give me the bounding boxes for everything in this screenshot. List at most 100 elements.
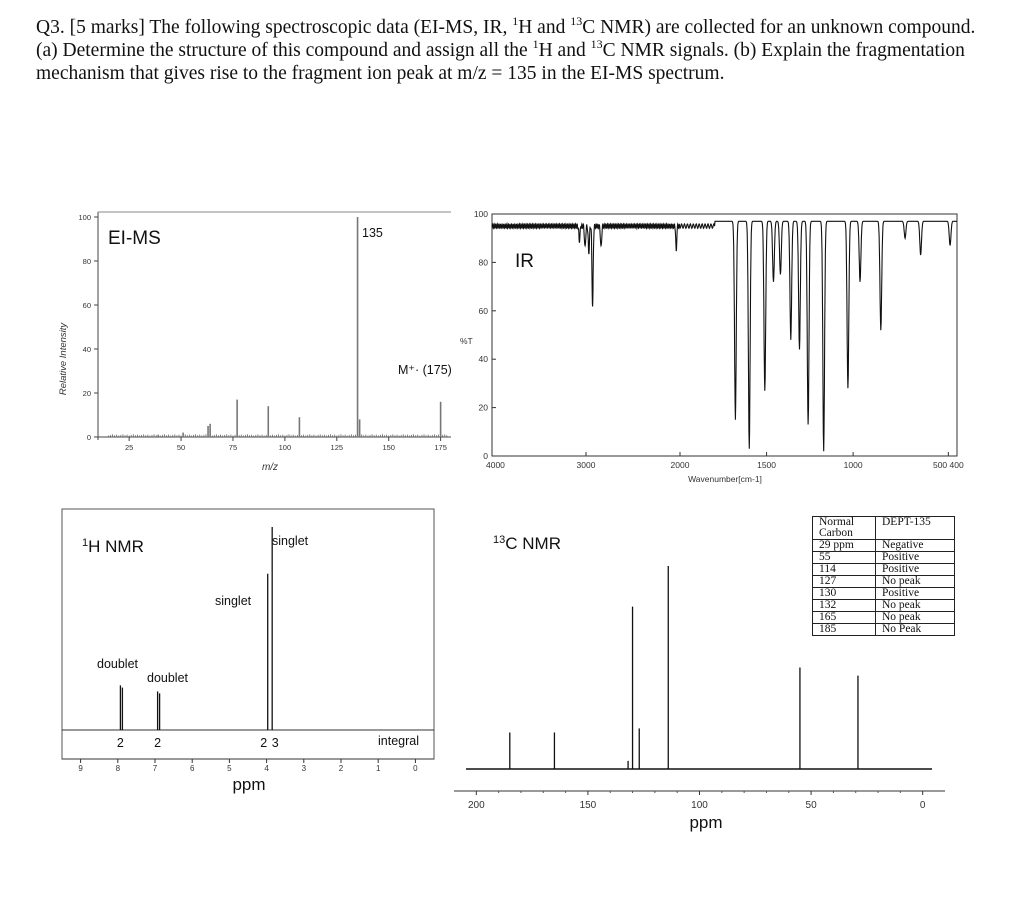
h-nmr-x-tick-label: 2 bbox=[339, 764, 344, 773]
ir-frame bbox=[491, 213, 958, 457]
h-nmr-x-tick-label: 0 bbox=[413, 764, 418, 773]
h-nmr-peak-label: doublet bbox=[147, 671, 189, 685]
dept-cell-result: No peak bbox=[875, 599, 955, 612]
h-nmr-peak-label: singlet bbox=[272, 534, 309, 548]
dept-table-row: 185 No Peak bbox=[812, 623, 955, 636]
ms-x-tick-label: 75 bbox=[229, 443, 237, 452]
h-nmr-x-tick-label: 3 bbox=[302, 764, 307, 773]
ir-xlabel: Wavenumber[cm-1] bbox=[688, 474, 762, 484]
c-nmr-xlabel: ppm bbox=[689, 813, 722, 832]
h-nmr-integral-value: 3 bbox=[272, 736, 279, 750]
ir-ylabel: %T bbox=[460, 336, 473, 346]
dept-table-row: 114 Positive bbox=[812, 563, 955, 576]
dept-cell-carbon: 29 ppm bbox=[812, 539, 876, 552]
dept-cell-carbon: 130 bbox=[812, 587, 876, 600]
h-nmr-xlabel: ppm bbox=[232, 775, 265, 794]
dept-table-row: 29 ppm Negative bbox=[812, 539, 955, 552]
c-nmr-x-tick-label: 50 bbox=[806, 800, 818, 811]
h-nmr-x-tick-label: 4 bbox=[264, 764, 269, 773]
dept-cell-result: No Peak bbox=[875, 623, 955, 636]
ir-x-tick-label: 4000 bbox=[486, 460, 505, 470]
ms-y-tick-label: 20 bbox=[83, 389, 91, 398]
dept-cell-result: Positive bbox=[875, 551, 955, 564]
ms-y-tick-label: 100 bbox=[78, 213, 91, 222]
h-nmr-integral-value: 2 bbox=[117, 736, 124, 750]
dept-cell-result: Negative bbox=[875, 539, 955, 552]
c-nmr-x-tick-label: 200 bbox=[468, 800, 485, 811]
dept-col-normal-carbon: Normal Carbon bbox=[812, 516, 876, 540]
h-nmr-x-tick-label: 9 bbox=[78, 764, 83, 773]
ir-x-tick-label: 1000 bbox=[844, 460, 863, 470]
c-nmr-title-sup: 13 bbox=[493, 534, 505, 546]
dept-cell-carbon: 165 bbox=[812, 611, 876, 624]
ir-x-tick-label: 500 400 bbox=[933, 460, 964, 470]
ms-title: EI-MS bbox=[108, 228, 161, 249]
q-sup-h2: 1 bbox=[532, 36, 539, 51]
ir-y-tick-label: 20 bbox=[479, 403, 489, 413]
ms-y-tick-label: 80 bbox=[83, 257, 91, 266]
c-nmr-title-main: C NMR bbox=[505, 534, 561, 553]
h-nmr-peak-label: doublet bbox=[97, 657, 139, 671]
ir-x-tick-label: 2000 bbox=[671, 460, 690, 470]
ir-y-tick-label: 40 bbox=[479, 354, 489, 364]
h-nmr-peak-label: singlet bbox=[215, 594, 252, 608]
q-h-and-2: H and bbox=[538, 40, 591, 61]
ms-x-tick-label: 150 bbox=[382, 443, 395, 452]
h-nmr-integral-label: integral bbox=[378, 734, 419, 748]
q-sup-c2: 13 bbox=[590, 36, 603, 51]
dept-cell-carbon: 55 bbox=[812, 551, 876, 564]
c-nmr-x-tick-label: 150 bbox=[580, 800, 597, 811]
ms-x-tick-label: 50 bbox=[177, 443, 185, 452]
q-c-nmr: C NMR) are collected for an unknown comp… bbox=[36, 17, 976, 61]
dept-cell-carbon: 185 bbox=[812, 623, 876, 636]
q-sup-c1: 13 bbox=[570, 13, 583, 28]
ir-spectrum-line bbox=[491, 220, 957, 452]
q-rest: C NMR signals. (b) Explain the fragmenta… bbox=[36, 40, 965, 84]
dept-col-dept-135: DEPT-135 bbox=[875, 516, 955, 540]
ir-title: IR bbox=[515, 251, 534, 272]
h-nmr-integral-value: 2 bbox=[154, 736, 161, 750]
h-nmr-x-tick-label: 1 bbox=[376, 764, 381, 773]
dept-135-table: Normal Carbon DEPT-135 29 ppm Negative 55 P… bbox=[812, 516, 955, 636]
ir-y-tick-label: 60 bbox=[479, 306, 489, 316]
h-nmr-x-tick-label: 7 bbox=[153, 764, 158, 773]
dept-cell-carbon: 127 bbox=[812, 575, 876, 588]
ms-x-tick-label: 100 bbox=[279, 443, 292, 452]
dept-table-row: 55 Positive bbox=[812, 551, 955, 564]
dept-cell-result: Positive bbox=[875, 587, 955, 600]
dept-cell-result: No peak bbox=[875, 575, 955, 588]
h-nmr-x-tick-label: 6 bbox=[190, 764, 195, 773]
ms-annotation-molecular-ion: M⁺· (175) bbox=[398, 363, 452, 377]
ir-x-tick-label: 3000 bbox=[577, 460, 596, 470]
q-h-and: H and bbox=[518, 17, 571, 38]
q-intro: Q3. [5 marks] The following spectroscopi… bbox=[36, 17, 513, 38]
dept-table-row: 130 Positive bbox=[812, 587, 955, 600]
h-nmr-title-sup: 1 bbox=[82, 537, 88, 549]
dept-table-row: 127 No peak bbox=[812, 575, 955, 588]
ms-annotation-135: 135 bbox=[362, 226, 383, 240]
c-nmr-x-tick-label: 0 bbox=[920, 800, 926, 811]
c-nmr-x-tick-label: 100 bbox=[691, 800, 708, 811]
ms-xlabel: m/z bbox=[262, 462, 278, 473]
ms-y-tick-label: 60 bbox=[83, 301, 91, 310]
h-nmr-integral-value: 2 bbox=[260, 736, 267, 750]
dept-cell-result: No peak bbox=[875, 611, 955, 624]
q-sup-h1: 1 bbox=[512, 13, 519, 28]
ir-x-tick-label: 1500 bbox=[757, 460, 776, 470]
h-nmr-x-tick-label: 5 bbox=[227, 764, 232, 773]
ir-y-tick-label: 100 bbox=[474, 209, 488, 219]
h-nmr-x-tick-label: 8 bbox=[116, 764, 121, 773]
question-text: Q3. [5 marks] The following spectroscopi… bbox=[36, 13, 996, 85]
ms-x-tick-label: 25 bbox=[125, 443, 133, 452]
dept-cell-carbon: 132 bbox=[812, 599, 876, 612]
dept-cell-carbon: 114 bbox=[812, 563, 876, 576]
ms-x-tick-label: 125 bbox=[331, 443, 344, 452]
dept-cell-result: Positive bbox=[875, 563, 955, 576]
c-nmr-title: 13C NMR bbox=[493, 534, 561, 553]
dept-table-header-row: Normal Carbon DEPT-135 bbox=[812, 516, 955, 540]
ms-x-tick-label: 175 bbox=[434, 443, 447, 452]
h-nmr-title-main: H NMR bbox=[88, 537, 144, 556]
dept-table-row: 165 No peak bbox=[812, 611, 955, 624]
